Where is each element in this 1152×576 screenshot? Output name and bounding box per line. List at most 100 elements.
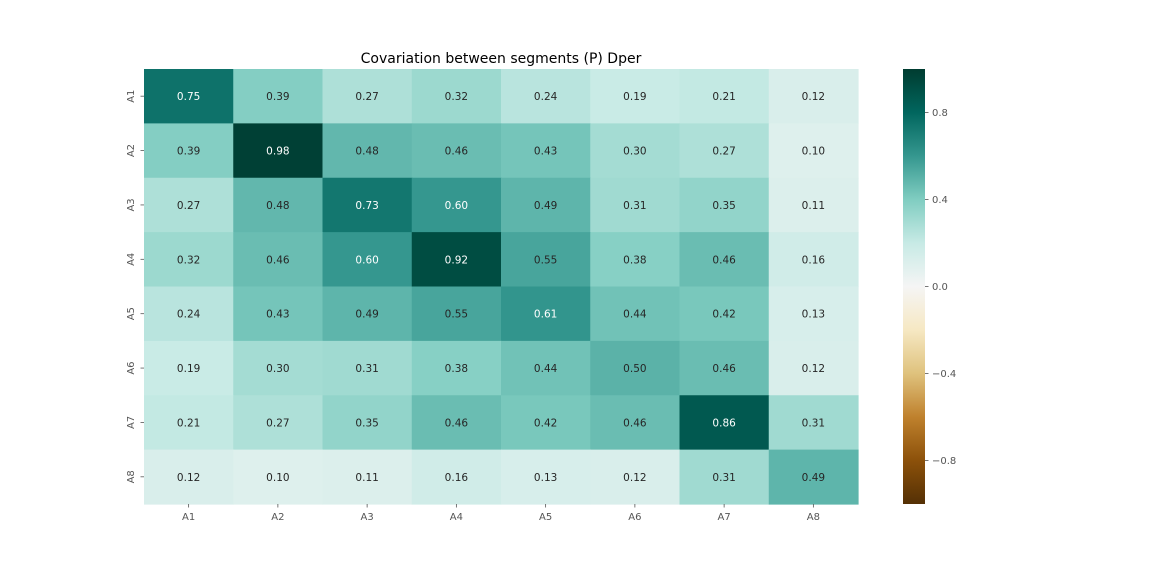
cell-value-label: 0.13 bbox=[534, 472, 557, 484]
x-axis: A1 A2 A3 A4 A5 A6 A7 A8 bbox=[182, 504, 820, 523]
cell-value-label: 0.35 bbox=[355, 417, 378, 429]
x-tick-label: A6 bbox=[628, 512, 641, 523]
heatmap-cell-A3-A3 bbox=[322, 177, 413, 233]
heatmap-cell-A6-A2 bbox=[233, 340, 324, 396]
colorbar-scale bbox=[903, 69, 925, 504]
cell-value-label: 0.92 bbox=[445, 254, 468, 266]
cell-value-label: 0.24 bbox=[177, 309, 201, 321]
heatmap-cell-A1-A6 bbox=[590, 69, 681, 124]
heatmap-cell-A8-A3 bbox=[322, 449, 413, 505]
heatmap-cell-A5-A4 bbox=[411, 286, 502, 342]
heatmap-cell-A3-A2 bbox=[233, 177, 324, 233]
cell-value-label: 0.38 bbox=[623, 254, 646, 266]
cell-value-label: 0.86 bbox=[712, 417, 736, 429]
cell-value-label: 0.12 bbox=[623, 472, 646, 484]
y-tick-label: A8 bbox=[126, 470, 137, 483]
cell-value-label: 0.49 bbox=[802, 472, 825, 484]
heatmap-cell-A7-A4 bbox=[411, 395, 502, 451]
cell-value-label: 0.27 bbox=[712, 146, 735, 158]
cell-value-label: 0.13 bbox=[802, 309, 825, 321]
cell-value-label: 0.49 bbox=[355, 309, 378, 321]
cell-value-label: 0.50 bbox=[623, 363, 646, 375]
heatmap-cell-A6-A4 bbox=[411, 340, 502, 396]
heatmap-cell-A2-A1 bbox=[144, 123, 234, 179]
heatmap-cell-A1-A5 bbox=[501, 69, 591, 124]
cell-value-label: 0.27 bbox=[355, 91, 378, 103]
cell-value-label: 0.31 bbox=[355, 363, 378, 375]
y-tick-label: A2 bbox=[126, 144, 137, 157]
heatmap-cell-A8-A6 bbox=[590, 449, 681, 505]
x-tick-label: A8 bbox=[807, 512, 820, 523]
heatmap-cell-A4-A4 bbox=[411, 232, 502, 288]
heatmap-cell-A6-A1 bbox=[144, 340, 234, 396]
heatmap-cell-A4-A2 bbox=[233, 232, 324, 288]
heatmap-cell-A7-A7 bbox=[679, 395, 770, 451]
cell-value-label: 0.35 bbox=[712, 200, 735, 212]
heatmap-cell-labels: 0.75 0.39 0.27 0.32 0.24 0.19 0.21 0.12 0.39 0.98… bbox=[177, 91, 825, 484]
cell-value-label: 0.27 bbox=[266, 417, 289, 429]
x-tick-label: A3 bbox=[361, 512, 374, 523]
heatmap-cell-A5-A1 bbox=[144, 286, 234, 342]
cell-value-label: 0.12 bbox=[177, 472, 200, 484]
heatmap-cell-A3-A1 bbox=[144, 177, 234, 233]
heatmap-cell-A8-A4 bbox=[411, 449, 502, 505]
cell-value-label: 0.61 bbox=[534, 309, 557, 321]
cell-value-label: 0.60 bbox=[355, 254, 378, 266]
cell-value-label: 0.19 bbox=[623, 91, 646, 103]
y-axis: A1 A2 A3 A4 A5 A6 A7 A8 bbox=[126, 90, 144, 483]
heatmap-cell-A6-A3 bbox=[322, 340, 413, 396]
heatmap-cell-A6-A6 bbox=[590, 340, 681, 396]
heatmap-cell-A8-A7 bbox=[679, 449, 770, 505]
heatmap-cell-A2-A5 bbox=[501, 123, 591, 179]
cell-value-label: 0.48 bbox=[266, 200, 289, 212]
x-tick-label: A2 bbox=[271, 512, 284, 523]
cell-value-label: 0.55 bbox=[445, 309, 468, 321]
colorbar-tick-label: −0.8 bbox=[932, 456, 956, 467]
heatmap-cell-A2-A2 bbox=[233, 123, 324, 179]
heatmap-cell-A1-A3 bbox=[322, 69, 413, 124]
cell-value-label: 0.39 bbox=[177, 146, 200, 158]
cell-value-label: 0.31 bbox=[623, 200, 646, 212]
heatmap-cell-A4-A6 bbox=[590, 232, 681, 288]
x-tick-label: A1 bbox=[182, 512, 195, 523]
x-tick-label: A5 bbox=[539, 512, 552, 523]
x-tick-label: A4 bbox=[450, 512, 463, 523]
heatmap-cell-A8-A8 bbox=[768, 449, 859, 505]
heatmap-cell-A1-A1 bbox=[144, 69, 234, 124]
heatmap-cell-A5-A6 bbox=[590, 286, 681, 342]
heatmap-cell-A2-A8 bbox=[768, 123, 859, 179]
heatmap-cell-A7-A5 bbox=[501, 395, 591, 451]
heatmap-cell-A1-A4 bbox=[411, 69, 502, 124]
cell-value-label: 0.43 bbox=[534, 146, 557, 158]
colorbar-tick-label: −0.4 bbox=[932, 369, 956, 380]
heatmap-cell-A7-A2 bbox=[233, 395, 324, 451]
heatmap-cells bbox=[144, 69, 859, 505]
heatmap-cell-A4-A8 bbox=[768, 232, 859, 288]
y-tick-label: A4 bbox=[126, 253, 137, 266]
cell-value-label: 0.12 bbox=[802, 91, 825, 103]
heatmap-cell-A3-A7 bbox=[679, 177, 770, 233]
cell-value-label: 0.31 bbox=[802, 417, 825, 429]
heatmap-cell-A8-A2 bbox=[233, 449, 324, 505]
cell-value-label: 0.44 bbox=[623, 309, 647, 321]
cell-value-label: 0.12 bbox=[802, 363, 825, 375]
heatmap-cell-A1-A2 bbox=[233, 69, 324, 124]
cell-value-label: 0.16 bbox=[802, 254, 826, 266]
cell-value-label: 0.46 bbox=[445, 146, 469, 158]
cell-value-label: 0.73 bbox=[355, 200, 378, 212]
heatmap-cell-A6-A7 bbox=[679, 340, 770, 396]
y-tick-label: A6 bbox=[126, 361, 137, 374]
y-tick-label: A3 bbox=[126, 198, 137, 211]
cell-value-label: 0.46 bbox=[623, 417, 647, 429]
cell-value-label: 0.48 bbox=[355, 146, 378, 158]
colorbar: 0.8 0.4 0.0 −0.4 −0.8 bbox=[903, 69, 956, 504]
colorbar-tick-label: 0.0 bbox=[932, 282, 948, 293]
y-tick-label: A7 bbox=[126, 416, 137, 429]
cell-value-label: 0.42 bbox=[534, 417, 557, 429]
cell-value-label: 0.31 bbox=[712, 472, 735, 484]
cell-value-label: 0.30 bbox=[266, 363, 289, 375]
heatmap-cell-A8-A1 bbox=[144, 449, 234, 505]
cell-value-label: 0.24 bbox=[534, 91, 558, 103]
cell-value-label: 0.42 bbox=[712, 309, 735, 321]
